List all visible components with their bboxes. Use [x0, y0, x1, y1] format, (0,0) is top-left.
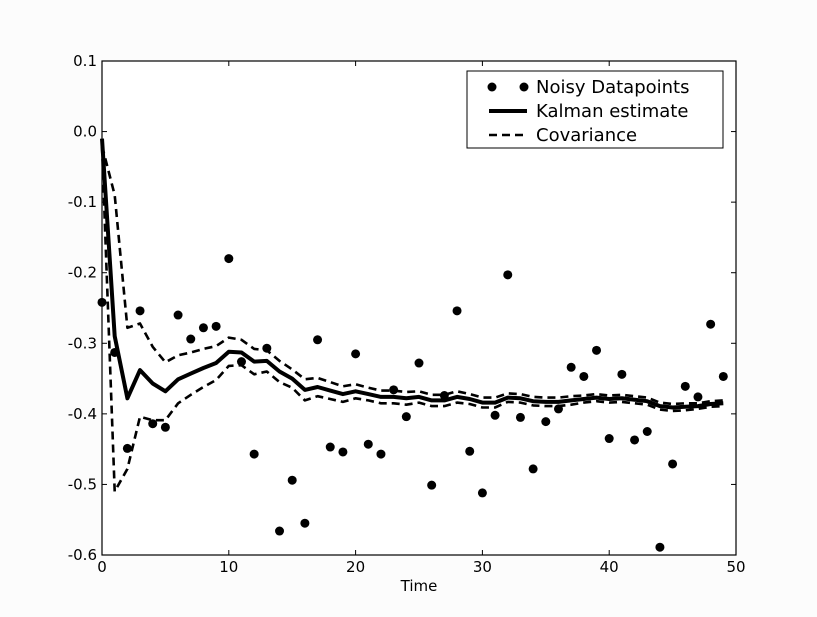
- y-tick-label: -0.2: [68, 264, 97, 282]
- data-point: [275, 526, 285, 536]
- data-point: [249, 449, 259, 459]
- data-point: [211, 321, 221, 331]
- data-point: [477, 488, 487, 498]
- x-tick-label: 40: [600, 558, 619, 576]
- data-point: [706, 319, 716, 329]
- data-point: [630, 435, 640, 445]
- legend-label: Kalman estimate: [536, 101, 688, 122]
- y-tick-label: -0.4: [68, 405, 97, 423]
- data-point: [668, 459, 678, 469]
- data-point: [515, 412, 525, 422]
- x-tick-label: 50: [726, 558, 745, 576]
- x-tick-label: 20: [346, 558, 365, 576]
- y-tick-label: -0.1: [68, 193, 97, 211]
- y-tick-label: -0.5: [68, 475, 97, 493]
- legend-marker: [519, 82, 529, 92]
- data-point: [401, 412, 411, 422]
- legend-entry-noisy-datapoints: Noisy Datapoints: [487, 77, 690, 98]
- data-point: [173, 310, 183, 320]
- data-point: [642, 427, 652, 436]
- data-point: [680, 381, 690, 391]
- data-point: [224, 254, 234, 264]
- data-point: [338, 447, 348, 457]
- data-point: [528, 464, 538, 474]
- legend-marker: [487, 82, 497, 92]
- data-point: [579, 371, 589, 381]
- y-tick-label: 0.1: [73, 52, 97, 70]
- data-point: [617, 369, 627, 379]
- data-point: [592, 345, 602, 355]
- x-tick-label: 0: [97, 558, 107, 576]
- legend: Noisy Datapoints Kalman estimate Covarianc…: [466, 70, 724, 149]
- data-point: [414, 358, 424, 368]
- data-point: [490, 410, 500, 420]
- data-point: [503, 270, 513, 280]
- data-point: [718, 371, 728, 381]
- data-point: [236, 357, 246, 367]
- series-kalman-estimate: [100, 138, 724, 410]
- data-point: [376, 449, 386, 459]
- data-point: [148, 419, 158, 429]
- data-point: [351, 349, 361, 359]
- data-point: [566, 362, 576, 372]
- data-point: [122, 443, 132, 453]
- x-tick-label: 10: [219, 558, 238, 576]
- data-point: [604, 434, 614, 444]
- covariance-line: [100, 145, 724, 406]
- data-point: [313, 335, 323, 345]
- y-tick-label: -0.6: [68, 546, 97, 564]
- data-point: [452, 306, 462, 316]
- y-tick-label: -0.3: [68, 334, 97, 352]
- data-point: [693, 392, 703, 402]
- data-point: [160, 422, 170, 432]
- data-point: [363, 439, 373, 449]
- data-point: [427, 480, 437, 490]
- data-point: [541, 417, 551, 427]
- data-point: [135, 306, 145, 316]
- legend-entry-kalman-estimate: Kalman estimate: [489, 101, 688, 122]
- data-point: [186, 334, 196, 344]
- x-axis-label: Time: [400, 577, 438, 595]
- y-tick-label: 0.0: [73, 123, 97, 141]
- data-point: [198, 323, 208, 333]
- data-point: [325, 442, 335, 452]
- data-point: [465, 446, 475, 456]
- series-noisy-datapoints: [97, 254, 728, 552]
- series-covariance: [100, 145, 724, 406]
- plot-frame: [101, 60, 737, 556]
- estimate-line: [100, 138, 724, 410]
- legend-label: Covariance: [536, 125, 637, 146]
- data-point: [300, 518, 310, 528]
- legend-label: Noisy Datapoints: [536, 77, 690, 98]
- data-point: [655, 542, 665, 552]
- legend-entry-covariance: Covariance: [489, 125, 637, 146]
- x-tick-label: 30: [473, 558, 492, 576]
- data-point: [287, 475, 297, 485]
- series-layer: [97, 138, 728, 552]
